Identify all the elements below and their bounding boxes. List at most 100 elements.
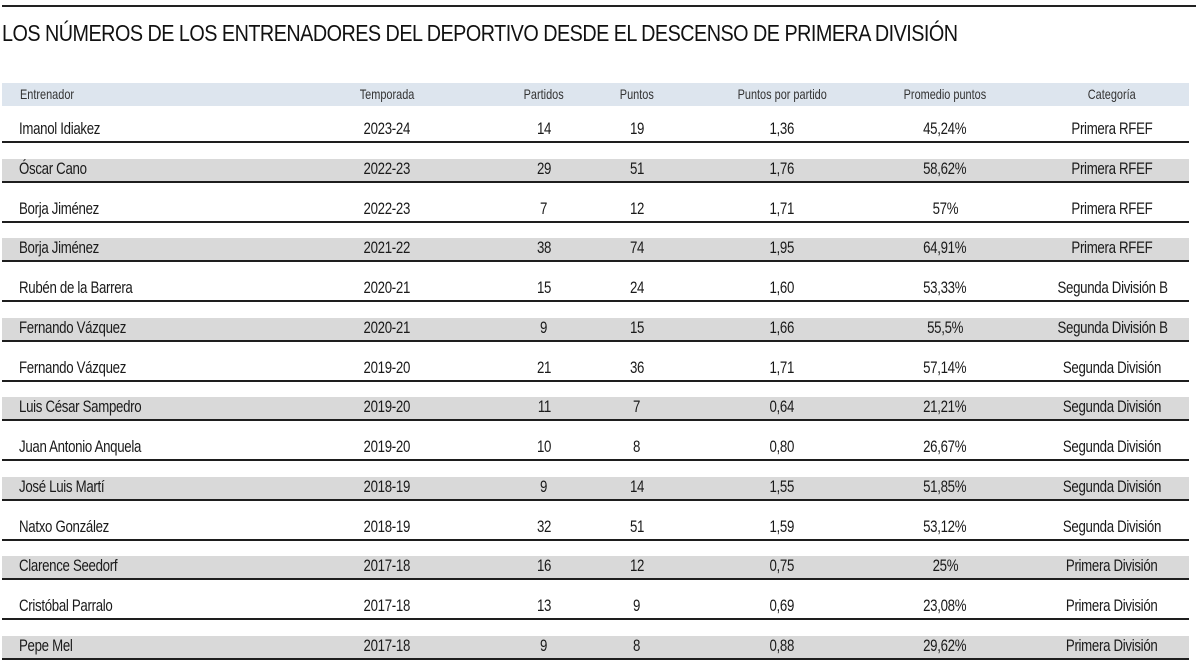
cell-entrenador: Óscar Cano [19,158,87,178]
cell-categoria: Primera División [1066,556,1158,576]
cell-puntos-por-partido: 1,66 [769,317,795,337]
cell-entrenador: Fernando Vázquez [19,317,127,337]
table-row: José Luis Martí 2018-19 9 14 1,55 51,85% Segun… [2,464,1189,501]
cell-promedio-puntos: 45,24% [923,119,967,138]
cell-puntos: 12 [629,556,645,576]
row-rule [2,379,1189,382]
cell-entrenador: Luis César Sampedro [19,397,142,417]
header-entrenador: Entrenador [20,86,75,102]
cell-promedio-puntos: 25% [932,556,958,576]
cell-entrenador: Fernando Vázquez [19,357,127,377]
cell-puntos-por-partido: 1,60 [769,278,795,297]
header-promedio-puntos: Promedio puntos [903,86,987,102]
cell-puntos: 8 [633,635,641,655]
table-row: Cristóbal Parralo 2017-18 13 9 0,69 23,08% Pri… [2,583,1189,620]
cell-entrenador: Natxo González [19,516,109,536]
cell-puntos: 15 [629,317,645,337]
row-rule [2,141,1189,143]
cell-puntos-por-partido: 0,80 [769,437,795,456]
cell-temporada: 2023-24 [363,119,411,138]
cell-puntos-por-partido: 0,64 [769,397,795,417]
cell-promedio-puntos: 53,12% [923,516,967,536]
row-band [2,317,1189,340]
cell-temporada: 2020-21 [363,278,411,297]
cell-temporada: 2018-19 [363,476,411,496]
row-band [2,397,1189,420]
cell-temporada: 2019-20 [363,437,411,456]
cell-puntos-por-partido: 1,71 [769,198,795,218]
header-temporada: Temporada [359,86,415,102]
cell-temporada: 2018-19 [363,516,411,536]
cell-categoria: Segunda División [1062,357,1162,377]
cell-temporada: 2020-21 [363,317,411,337]
cell-categoria: Primera RFEF [1071,158,1153,178]
row-rule [2,538,1189,541]
cell-entrenador: Juan Antonio Anquela [19,437,142,456]
top-rule [2,5,1196,7]
cell-entrenador: Imanol Idiakez [19,119,101,138]
cell-partidos: 9 [540,476,548,496]
cell-puntos-por-partido: 0,75 [769,556,795,576]
table-row: Clarence Seedorf 2017-18 16 12 0,75 25% Primer… [2,543,1189,581]
cell-promedio-puntos: 21,21% [923,397,967,417]
cell-promedio-puntos: 29,62% [923,635,967,655]
cell-categoria: Segunda División [1062,397,1162,417]
page-title: LOS NÚMEROS DE LOS ENTRENADORES DEL DEPO… [2,20,958,46]
cell-puntos: 19 [629,119,645,138]
row-band [2,635,1189,658]
cell-puntos: 7 [633,397,641,417]
cell-puntos: 9 [633,596,641,615]
header-puntos-por-partido: Puntos por partido [737,86,827,102]
table-row: Imanol Idiakez 2023-24 14 19 1,36 45,24% Prime… [2,106,1189,143]
row-band [2,238,1189,261]
table-row: Óscar Cano 2022-23 29 51 1,76 58,62% Primera R… [2,146,1189,183]
cell-promedio-puntos: 57,14% [923,357,967,377]
cell-puntos-por-partido: 0,69 [769,596,795,615]
cell-categoria: Primera RFEF [1071,119,1153,138]
cell-entrenador: Borja Jiménez [19,238,99,258]
cell-promedio-puntos: 26,67% [923,437,967,456]
cell-categoria: Segunda División [1062,437,1162,456]
cell-partidos: 15 [536,278,552,297]
row-rule [2,657,1189,660]
cell-entrenador: Pepe Mel [19,635,73,655]
cell-categoria: Primera División [1066,635,1158,655]
cell-promedio-puntos: 51,85% [923,476,967,496]
row-rule [2,578,1189,581]
cell-puntos-por-partido: 1,59 [769,516,795,536]
cell-categoria: Segunda División [1062,476,1162,496]
row-band [2,158,1189,181]
cell-puntos-por-partido: 1,71 [769,357,795,377]
cell-puntos: 74 [629,238,645,258]
cell-puntos-por-partido: 0,88 [769,635,795,655]
cell-puntos: 14 [629,476,645,496]
cell-partidos: 14 [536,119,552,138]
cell-puntos-por-partido: 1,76 [769,158,795,178]
cell-entrenador: José Luis Martí [19,476,105,496]
cell-partidos: 32 [536,516,552,536]
cell-puntos: 8 [633,437,641,456]
cell-categoria: Primera División [1066,596,1158,615]
table-row: Borja Jiménez 2022-23 7 12 1,71 57% Primera RF… [2,186,1189,223]
table-row: Fernando Vázquez 2019-20 21 36 1,71 57,14% Seg… [2,345,1189,382]
cell-partidos: 11 [537,397,551,417]
cell-entrenador: Rubén de la Barrera [19,278,133,297]
cell-promedio-puntos: 55,5% [926,317,964,337]
cell-puntos: 51 [629,158,645,178]
cell-partidos: 21 [536,357,552,377]
row-rule [2,339,1189,342]
cell-entrenador: Clarence Seedorf [19,556,118,576]
cell-temporada: 2017-18 [363,556,411,576]
cell-partidos: 9 [540,317,548,337]
row-rule [2,498,1189,501]
cell-puntos-por-partido: 1,55 [769,476,795,496]
row-rule [2,180,1189,183]
cell-partidos: 38 [536,238,552,258]
cell-categoria: Primera RFEF [1071,238,1153,258]
row-rule [2,618,1189,620]
cell-promedio-puntos: 64,91% [923,238,967,258]
cell-entrenador: Borja Jiménez [19,198,99,218]
table-row: Fernando Vázquez 2020-21 9 15 1,66 55,5% Segun… [2,305,1189,342]
cell-puntos-por-partido: 1,36 [769,119,795,138]
table-row: Pepe Mel 2017-18 9 8 0,88 29,62% Primera Divis… [2,623,1189,660]
